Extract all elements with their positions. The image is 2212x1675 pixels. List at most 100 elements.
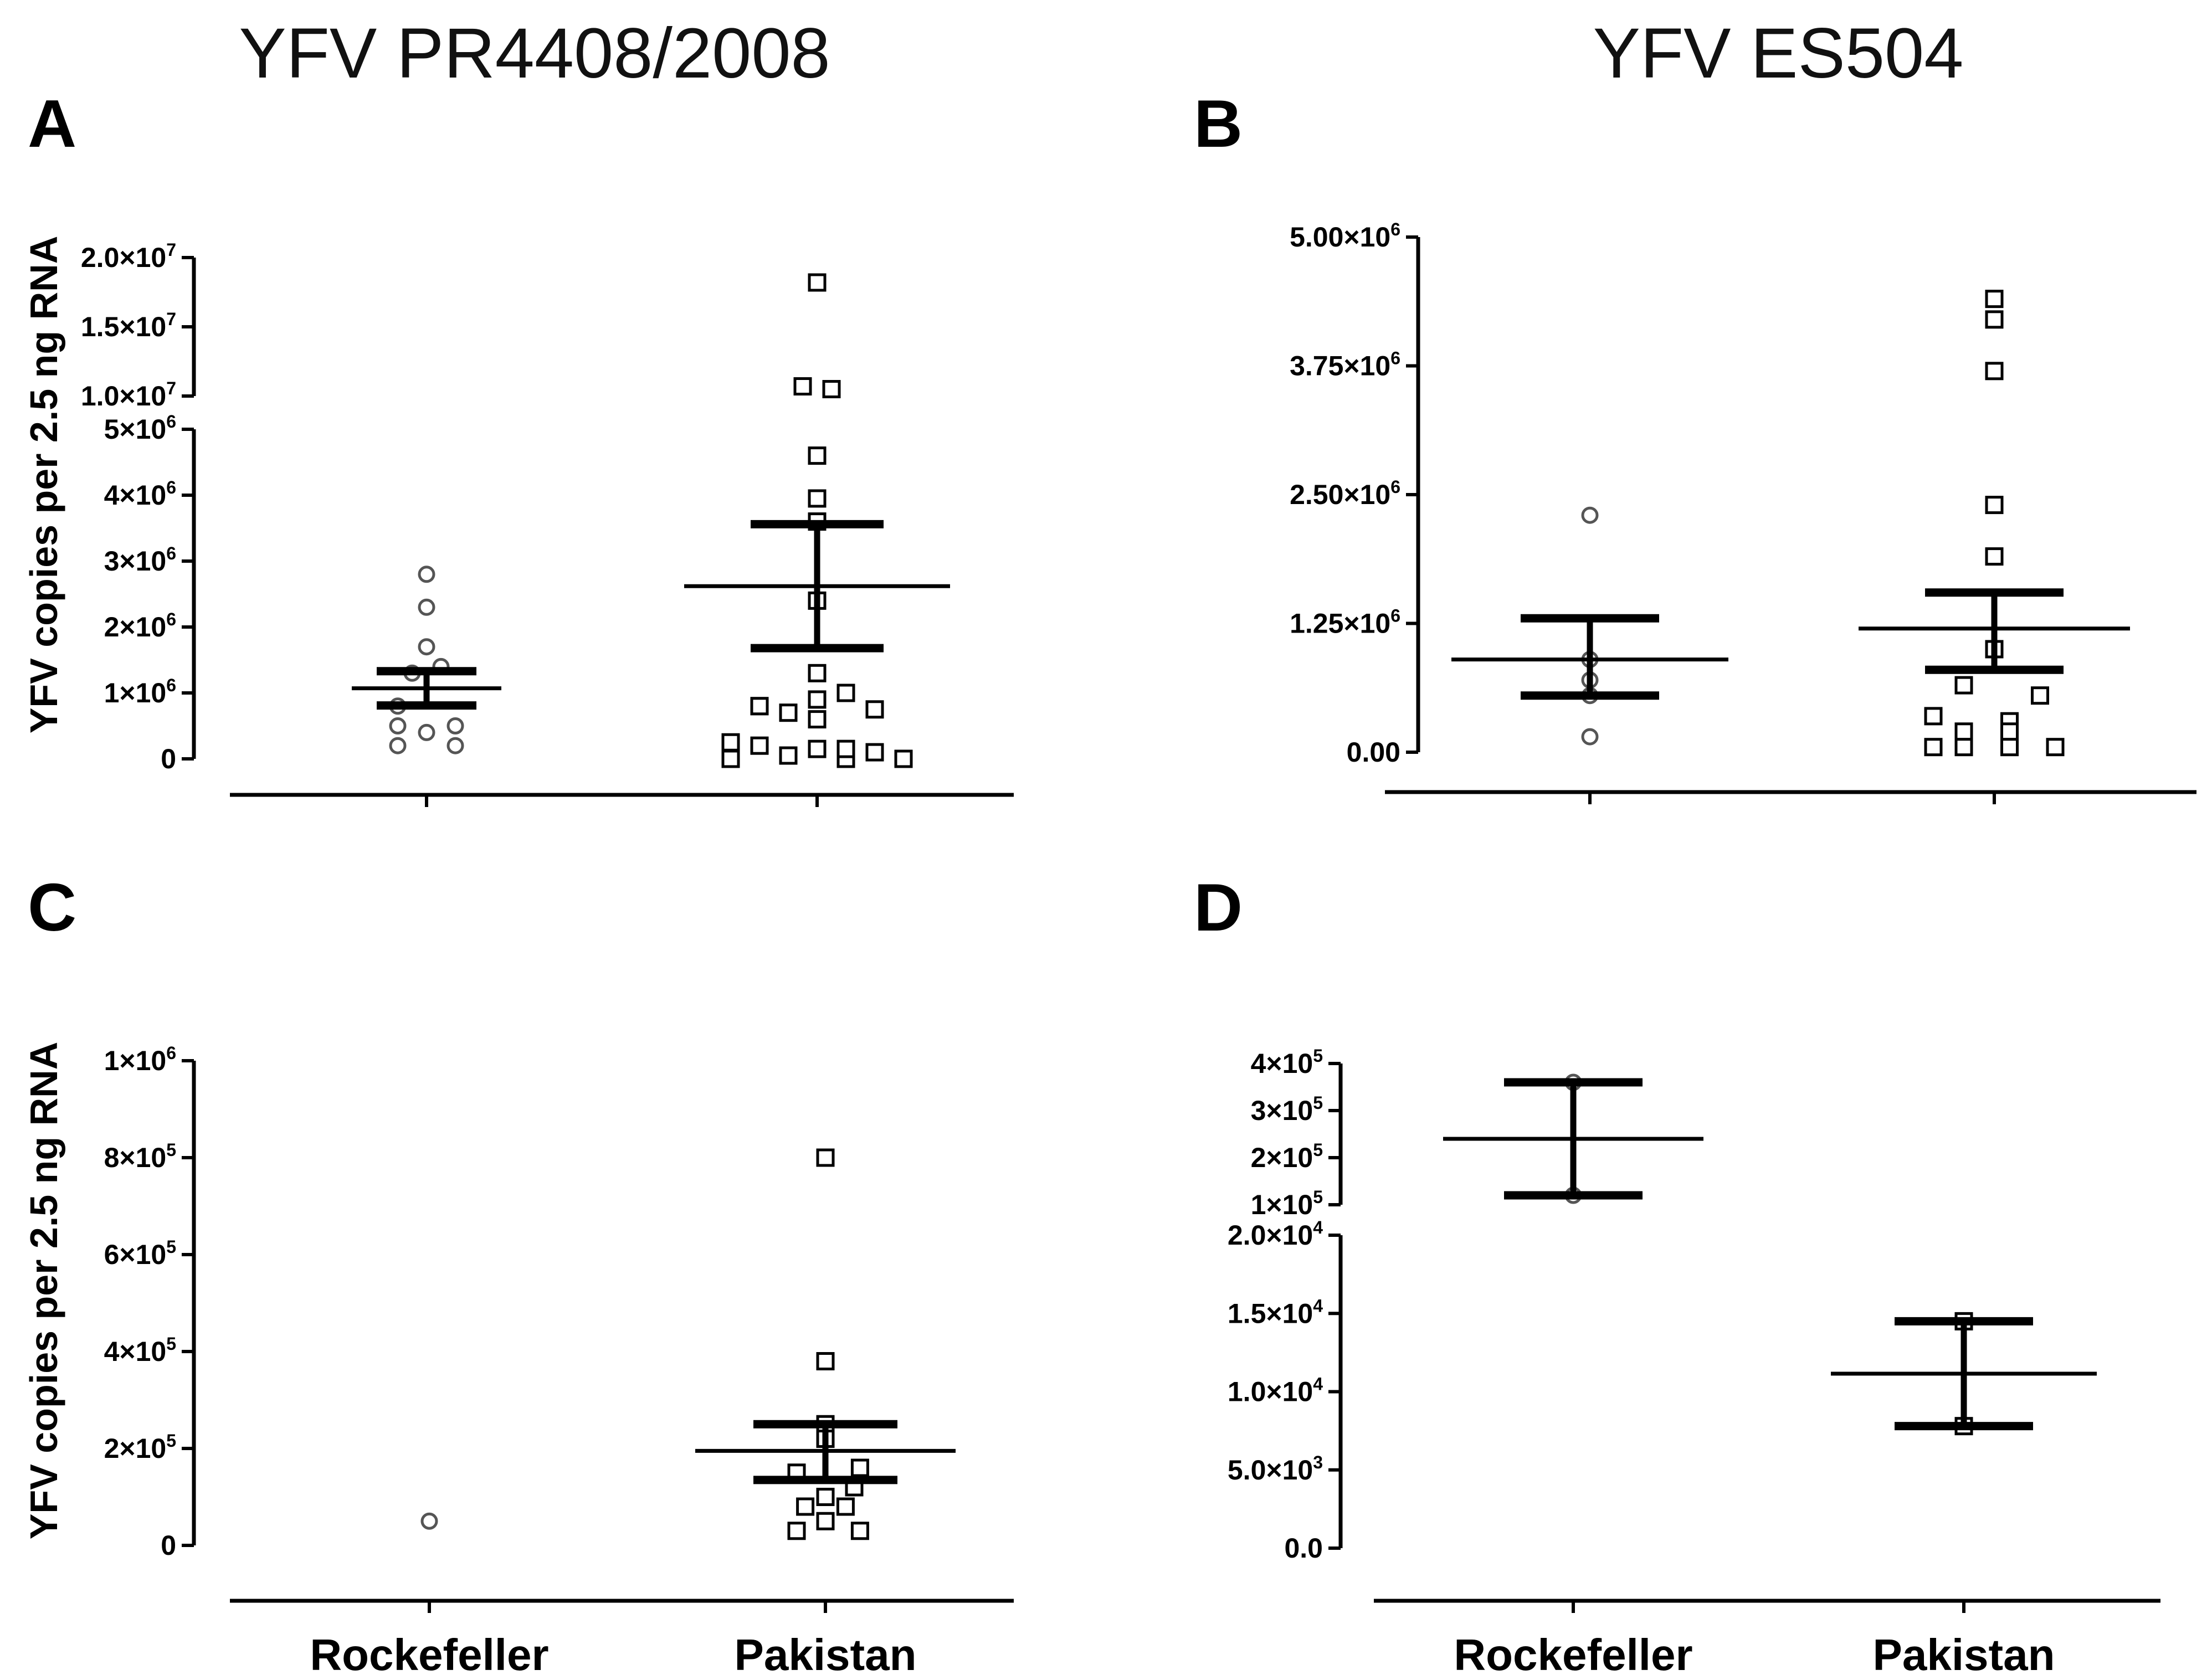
y-tick-label: 3.75×106 [1290, 348, 1400, 382]
data-point-square [779, 746, 798, 765]
data-point-square [850, 1522, 869, 1540]
data-point-square [793, 377, 812, 395]
y-tick-label: 5.0×103 [1228, 1452, 1323, 1486]
data-point-square [808, 489, 827, 508]
data-point-circle [446, 737, 464, 754]
x-tick-label: Rockefeller [1454, 1630, 1692, 1675]
y-tick-label: 2.50×106 [1290, 477, 1400, 510]
data-point-square [808, 446, 827, 465]
y-tick-label: 5×106 [104, 412, 176, 445]
x-tick-label: Pakistan [1872, 1630, 2055, 1675]
y-tick-label: 0.00 [1347, 737, 1400, 768]
data-point-square [865, 743, 884, 762]
data-point-square [836, 684, 855, 702]
y-tick-label: 1×105 [1251, 1187, 1323, 1220]
y-tick-label: 1.0×104 [1228, 1374, 1323, 1407]
column-title-left: YFV PR4408/2008 [239, 14, 830, 93]
data-point-square [2031, 686, 2049, 705]
data-point-square [1924, 707, 1943, 726]
y-tick-label: 3×106 [104, 543, 176, 577]
data-point-square [816, 1512, 835, 1530]
data-point-square [822, 380, 841, 398]
panel-a: A YFV copies per 2.5 ng RNA 0 1×106 2×106 3×1… [22, 86, 1014, 807]
data-point-square [808, 710, 827, 729]
y-tick-label: 6×105 [104, 1237, 176, 1270]
y-axis-label: YFV copies per 2.5 ng RNA [22, 236, 65, 734]
data-point-circle [420, 1512, 438, 1530]
data-point-square [816, 1148, 835, 1167]
x-tick-label: Pakistan [734, 1630, 916, 1675]
y-tick-label: 5.00×106 [1290, 219, 1400, 253]
data-point-square [779, 703, 798, 722]
x-tick-label: Rockefeller [310, 1630, 548, 1675]
data-point-square [1954, 676, 1973, 695]
data-point-square [1985, 547, 2004, 566]
data-point-square [850, 1458, 869, 1477]
data-point-square [1924, 738, 1943, 757]
data-point-circle [418, 598, 435, 616]
data-point-square [836, 1497, 855, 1516]
panel-c: C YFV copies per 2.5 ng RNA 0 2×105 4×105 6×1… [22, 870, 1014, 1675]
y-tick-label: 1.25×106 [1290, 606, 1400, 639]
data-point-circle [389, 737, 407, 754]
data-point-square [1954, 722, 1973, 741]
data-point-square [816, 1352, 835, 1370]
data-point-square [750, 697, 769, 716]
data-point-square [865, 700, 884, 719]
data-point-square [750, 736, 769, 755]
y-tick-label: 1.5×104 [1228, 1296, 1323, 1329]
data-point-square [808, 739, 827, 758]
data-point-square [796, 1497, 815, 1516]
y-tick-label: 1.5×107 [81, 309, 176, 342]
panel-letter: B [1194, 86, 1243, 161]
data-point-square [1954, 738, 1973, 757]
panel-letter: C [28, 870, 76, 945]
data-point-square [2046, 738, 2065, 757]
data-point-circle [418, 638, 435, 656]
data-point-square [808, 664, 827, 682]
y-tick-label: 0 [161, 1530, 176, 1561]
y-tick-label: 2×105 [104, 1431, 176, 1464]
y-tick-label: 8×105 [104, 1140, 176, 1173]
y-tick-label: 1×106 [104, 675, 176, 708]
data-point-square [787, 1522, 806, 1540]
data-point-circle [389, 717, 407, 734]
y-tick-label: 2.0×107 [81, 240, 176, 273]
data-point-circle [1581, 506, 1599, 524]
column-title-right: YFV ES504 [1593, 14, 1964, 93]
panel-b: B 0.00 1.25×106 2.50×106 3.75×106 5.00×106 [1194, 86, 2196, 804]
data-point-square [836, 739, 855, 758]
panel-letter: D [1194, 870, 1243, 945]
data-point-square [1985, 310, 2004, 329]
y-tick-label: 0 [161, 743, 176, 774]
data-point-square [1985, 362, 2004, 381]
y-tick-label: 1.0×107 [81, 378, 176, 412]
panel-letter: A [28, 86, 76, 161]
y-tick-label: 2×106 [104, 609, 176, 643]
data-point-square [721, 733, 740, 752]
y-tick-label: 4×105 [104, 1334, 176, 1367]
data-point-square [2000, 722, 2019, 741]
data-point-circle [446, 717, 464, 734]
data-point-square [808, 273, 827, 292]
data-point-square [1985, 290, 2004, 309]
y-tick-label: 3×105 [1251, 1093, 1323, 1126]
data-point-square [721, 749, 740, 768]
y-tick-label: 0.0 [1284, 1533, 1323, 1564]
y-tick-label: 2×105 [1251, 1140, 1323, 1173]
data-point-circle [418, 723, 435, 741]
data-point-square [2000, 738, 2019, 757]
data-point-square [894, 749, 913, 768]
y-tick-label: 1×106 [104, 1043, 176, 1076]
data-point-square [1985, 496, 2004, 515]
y-tick-label: 4×105 [1251, 1046, 1323, 1079]
data-point-square [808, 690, 827, 709]
data-point-square [816, 1488, 835, 1506]
y-tick-label: 2.0×104 [1228, 1217, 1323, 1251]
data-point-circle [1581, 728, 1599, 746]
y-axis-label: YFV copies per 2.5 ng RNA [22, 1042, 65, 1540]
data-point-circle [418, 566, 435, 583]
y-tick-label: 4×106 [104, 477, 176, 511]
